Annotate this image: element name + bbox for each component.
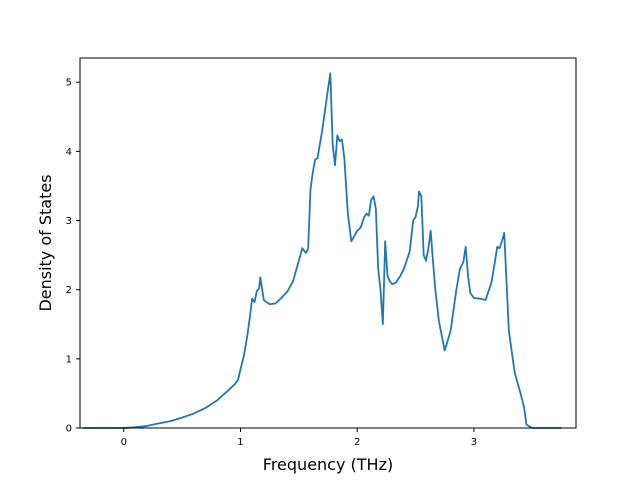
- x-axis-label: Frequency (THz): [263, 455, 393, 474]
- y-tick-label: 0: [66, 424, 72, 435]
- y-axis-label: Density of States: [36, 174, 55, 311]
- y-tick-label: 3: [66, 216, 72, 227]
- x-tick-label: 1: [237, 437, 243, 448]
- x-tick-label: 2: [354, 437, 360, 448]
- y-tick-label: 4: [66, 147, 72, 158]
- y-tick-label: 5: [66, 78, 72, 89]
- y-tick-label: 2: [66, 285, 72, 296]
- x-tick-label: 0: [121, 437, 127, 448]
- y-tick-label: 1: [66, 354, 72, 365]
- x-tick-label: 3: [471, 437, 477, 448]
- y-axis-ticks: 0 1 2 3 4 5: [66, 78, 80, 435]
- plot-area: [82, 72, 562, 429]
- axes-frame: [79, 57, 577, 429]
- x-axis-ticks: 0 1 2 3: [121, 428, 477, 448]
- dos-series-line: [82, 72, 562, 429]
